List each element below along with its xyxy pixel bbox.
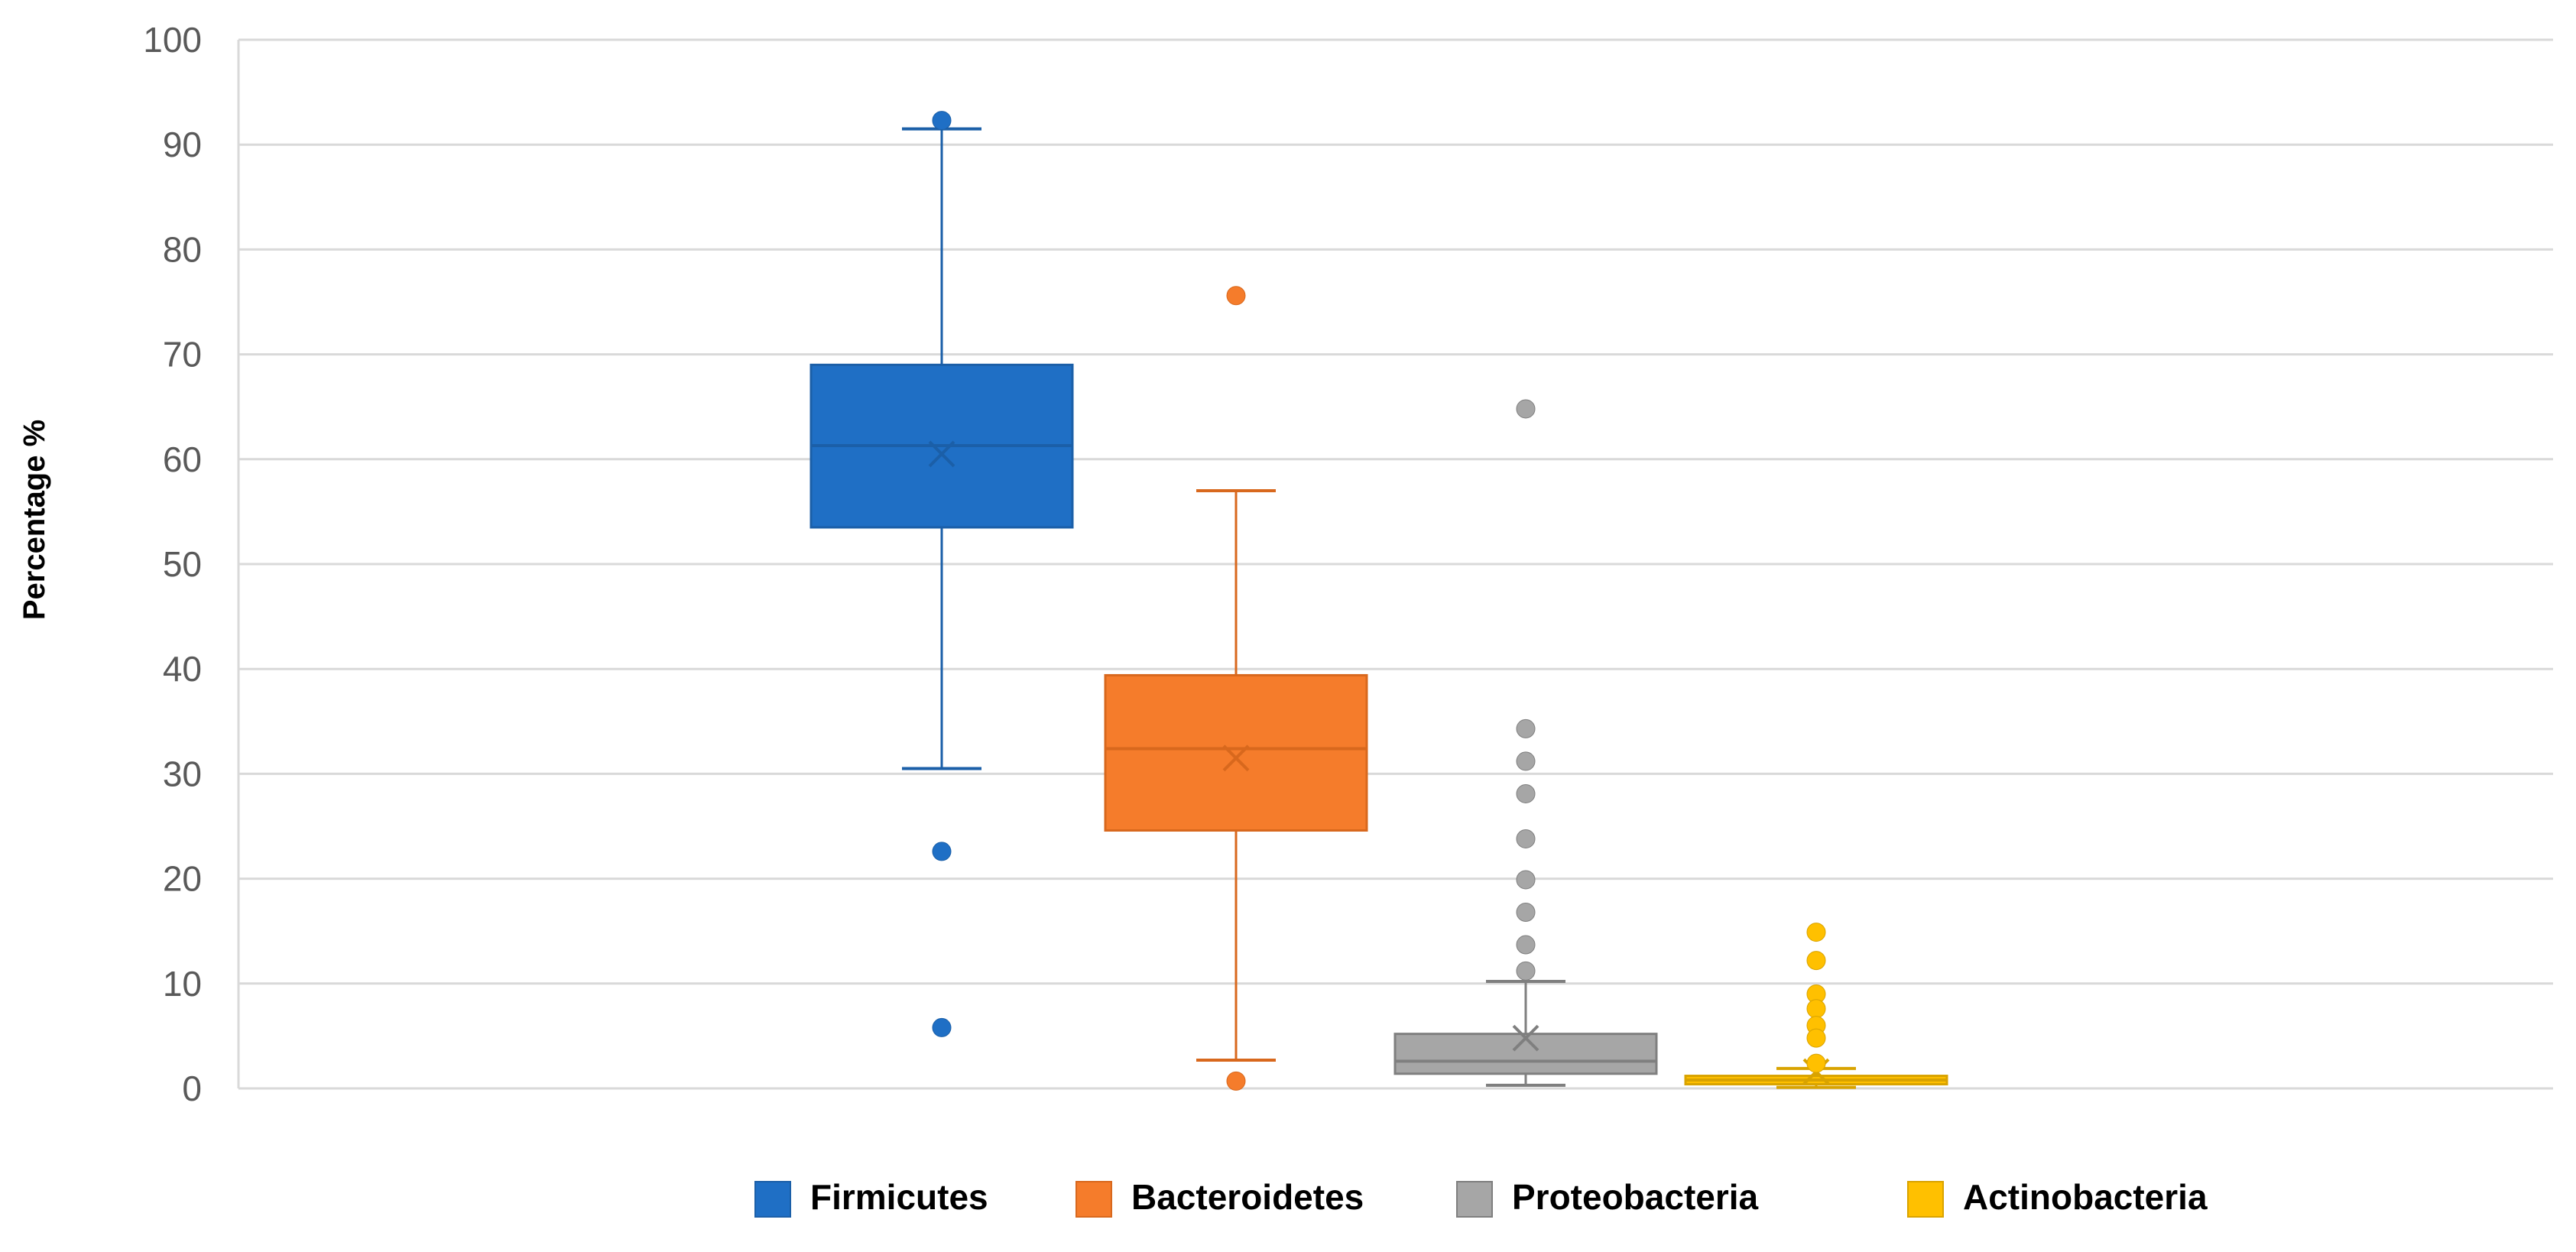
- legend-swatch-firmicutes: [754, 1181, 791, 1218]
- actinobacteria-outlier-point: [1806, 1053, 1826, 1073]
- series-bacteroidetes: [1104, 286, 1368, 1091]
- bacteroidetes-box: [1104, 673, 1368, 832]
- firmicutes-outlier-point: [932, 1017, 952, 1037]
- y-tick-label-0: 0: [182, 1069, 202, 1108]
- axis-layer: 0 10 20 30 40 50 60 70 80 90 100: [143, 20, 240, 1108]
- proteobacteria-outlier-point: [1516, 783, 1536, 803]
- actinobacteria-outlier-point: [1806, 951, 1826, 971]
- bacteroidetes-outlier-point: [1226, 286, 1246, 306]
- y-tick-label-80: 80: [163, 229, 202, 269]
- proteobacteria-outlier-point: [1516, 935, 1536, 955]
- proteobacteria-outlier-point: [1516, 870, 1536, 890]
- legend-swatch-proteobacteria: [1456, 1181, 1493, 1218]
- series-layer: [809, 111, 1948, 1091]
- proteobacteria-outlier-point: [1516, 399, 1536, 419]
- series-proteobacteria: [1393, 399, 1658, 1087]
- bacteroidetes-outlier-point: [1226, 1071, 1246, 1091]
- y-tick-label-30: 30: [163, 754, 202, 793]
- y-tick-label-90: 90: [163, 125, 202, 164]
- proteobacteria-outlier-point: [1516, 961, 1536, 981]
- y-tick-label-100: 100: [143, 20, 202, 60]
- legend: Firmicutes Bacteroidetes Proteobacteria Act…: [754, 1177, 2208, 1218]
- series-actinobacteria: [1684, 923, 1948, 1089]
- legend-label-firmicutes: Firmicutes: [810, 1177, 988, 1217]
- y-tick-label-40: 40: [163, 649, 202, 689]
- firmicutes-mean-marker: [928, 440, 955, 468]
- proteobacteria-outlier-point: [1516, 718, 1536, 738]
- legend-label-actinobacteria: Actinobacteria: [1963, 1177, 2208, 1217]
- y-axis-title: Percentage %: [18, 420, 51, 620]
- proteobacteria-outlier-point: [1516, 751, 1536, 771]
- y-tick-label-10: 10: [163, 964, 202, 1004]
- series-firmicutes: [809, 111, 1074, 1037]
- y-tick-label-50: 50: [163, 544, 202, 584]
- proteobacteria-outlier-point: [1516, 829, 1536, 848]
- y-tick-label-60: 60: [163, 439, 202, 479]
- actinobacteria-outlier-point: [1806, 923, 1826, 942]
- y-tick-label-70: 70: [163, 335, 202, 375]
- legend-swatch-actinobacteria: [1907, 1181, 1944, 1218]
- legend-label-proteobacteria: Proteobacteria: [1512, 1177, 1759, 1217]
- grid-layer: [238, 38, 2553, 1090]
- legend-label-bacteroidetes: Bacteroidetes: [1131, 1177, 1364, 1217]
- actinobacteria-outlier-point: [1806, 1028, 1826, 1048]
- actinobacteria-outlier-point: [1806, 999, 1826, 1019]
- proteobacteria-outlier-point: [1516, 903, 1536, 923]
- firmicutes-outlier-point: [932, 111, 952, 131]
- y-tick-label-20: 20: [163, 859, 202, 899]
- legend-swatch-bacteroidetes: [1075, 1181, 1112, 1218]
- firmicutes-outlier-point: [932, 842, 952, 861]
- bacteroidetes-mean-marker: [1222, 744, 1250, 772]
- proteobacteria-box: [1393, 1033, 1658, 1075]
- proteobacteria-mean-marker: [1512, 1024, 1539, 1052]
